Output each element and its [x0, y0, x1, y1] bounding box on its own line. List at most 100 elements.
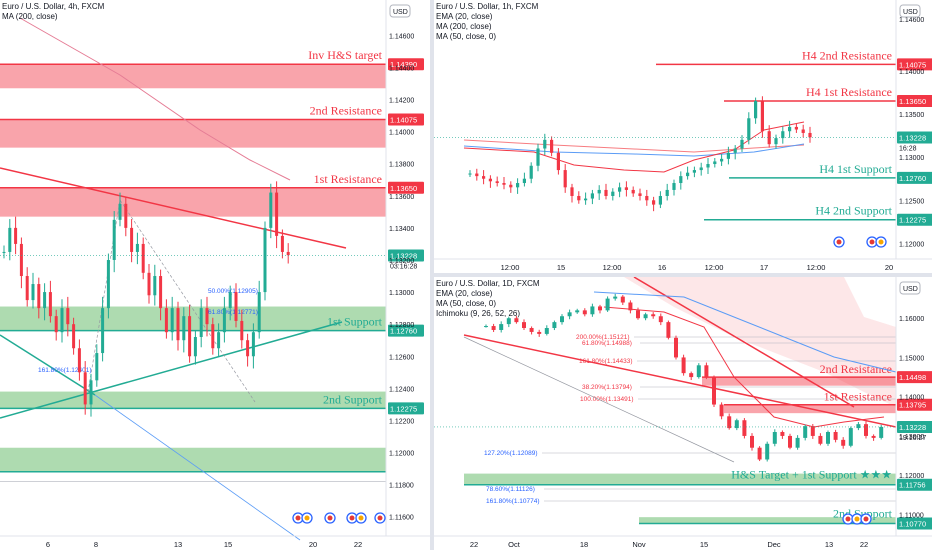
y-tick-label: 1.12500: [899, 198, 924, 205]
panel-divider-vertical[interactable]: [430, 0, 434, 550]
chart-canvas-1h[interactable]: H4 2nd Resistance 1.14075 H4 1st Resistanc…: [434, 0, 932, 273]
candle-body: [217, 332, 221, 349]
candle-body: [864, 424, 868, 436]
candle-body: [60, 308, 64, 333]
last-price-badge: 1.13228: [899, 423, 926, 432]
candle-body: [750, 435, 754, 448]
last-price-badge: 1.13228: [390, 251, 417, 260]
zone-price-badge: 1.14498: [899, 373, 926, 382]
candle-body: [552, 322, 557, 329]
candle-body: [522, 178, 526, 184]
candle-body: [696, 365, 701, 378]
y-tick-label: 1.13600: [389, 194, 414, 201]
candle-body: [841, 439, 846, 446]
candle-body: [733, 148, 737, 153]
candle-body: [506, 318, 511, 325]
chart-title-1d: Euro / U.S. Dollar, 1D, FXCM: [436, 279, 540, 288]
candle-body: [563, 170, 567, 188]
zone-label: 1st Resistance: [314, 172, 382, 186]
candle-body: [726, 152, 730, 159]
candle-body: [686, 172, 690, 177]
candle-body: [468, 173, 472, 175]
candle-body: [205, 308, 209, 325]
candle-body: [8, 227, 12, 252]
zone-band: [464, 473, 896, 485]
candle-body: [788, 126, 792, 132]
zone-label: Inv H&S target: [308, 48, 382, 62]
chart-panel-1h[interactable]: Euro / U.S. Dollar, 1h, FXCM EMA (20, cl…: [434, 0, 932, 273]
candle-body: [37, 284, 41, 309]
level-price-badge-bg: [897, 171, 932, 184]
chart-canvas-1d[interactable]: 2nd Resistance 1.14498 1st Resistance 1.137…: [434, 277, 932, 550]
indicator-label: MA (200, close): [436, 22, 492, 31]
candle-body: [643, 314, 648, 319]
candle-body: [774, 138, 778, 145]
candle-countdown: 03:16:28: [390, 263, 417, 270]
y-tick-label: 1.12000: [899, 473, 924, 480]
candle-body: [604, 189, 608, 196]
event-icon-flag: [854, 516, 860, 522]
candle-body: [514, 318, 519, 323]
descending-trendline: [463, 334, 897, 428]
level-price-badge: 1.12760: [899, 174, 926, 183]
candle-body: [765, 443, 770, 460]
candle-body: [720, 158, 724, 162]
candle-body: [719, 404, 724, 417]
chart-title-1h: Euro / U.S. Dollar, 1h, FXCM: [436, 2, 539, 11]
candle-body: [645, 195, 649, 201]
zone-band: [0, 187, 386, 217]
ma200-line: [463, 139, 805, 153]
chart-panel-4h[interactable]: Euro / U.S. Dollar, 4h, FXCM MA (200, cl…: [0, 0, 430, 550]
zone-price-badge-bg: [897, 517, 932, 530]
candle-body: [871, 435, 876, 438]
zone-label: 1st Support: [327, 315, 383, 329]
x-tick-label: 20: [309, 540, 317, 549]
candle-body: [2, 251, 6, 253]
x-tick-label: Dec: [767, 540, 781, 549]
y-tick-label: 1.13200: [389, 258, 414, 265]
channel-trendline: [633, 277, 855, 408]
candle-body: [780, 432, 785, 436]
chart-title-4h: Euro / U.S. Dollar, 4h, FXCM: [2, 2, 105, 11]
support-trendline: [0, 334, 96, 396]
y-tick-label: 1.11600: [389, 515, 414, 522]
candle-body: [584, 198, 588, 201]
x-tick-label: 12:00: [807, 263, 826, 272]
event-icon-flag: [295, 515, 301, 521]
candle-body: [529, 165, 533, 179]
chart-panel-1d[interactable]: Euro / U.S. Dollar, 1D, FXCM EMA (20, cl…: [434, 277, 932, 550]
candle-body: [550, 139, 554, 153]
candle-body: [631, 189, 635, 194]
candle-body: [598, 306, 602, 311]
x-tick-label: Oct: [508, 540, 521, 549]
ma50-line: [593, 291, 897, 373]
candle-body: [484, 326, 488, 328]
indicator-label: EMA (20, close): [436, 12, 493, 21]
y-tick-label: 1.13800: [389, 162, 414, 169]
ma200-line: [19, 17, 291, 181]
candle-body: [228, 292, 232, 309]
chart-canvas-4h[interactable]: Inv H&S target 1.14390 2nd Resistance 1.140…: [0, 0, 430, 550]
candle-body: [124, 203, 128, 228]
x-tick-label: 22: [470, 540, 478, 549]
y-tick-label: 1.16000: [899, 316, 924, 323]
candle-body: [544, 328, 549, 334]
candle-body: [112, 219, 116, 260]
level-label: H4 2nd Resistance: [802, 48, 892, 62]
panel-divider-horizontal[interactable]: [434, 273, 932, 277]
candle-body: [536, 148, 540, 166]
y-tick-label: 1.13000: [899, 434, 924, 441]
y-tick-label: 1.11800: [389, 483, 414, 490]
event-icon-flag: [327, 515, 333, 521]
candle-body: [848, 428, 853, 446]
level-label: H4 1st Resistance: [806, 85, 892, 99]
zone-price-badge-bg: [897, 398, 932, 411]
candle-body: [77, 348, 81, 373]
x-tick-label: 13: [825, 540, 833, 549]
candle-body: [681, 357, 686, 374]
candle-body: [31, 284, 35, 301]
candle-body: [747, 118, 751, 140]
zone-band: [702, 377, 896, 386]
ema20-line: [463, 121, 805, 173]
candle-body: [280, 235, 284, 252]
